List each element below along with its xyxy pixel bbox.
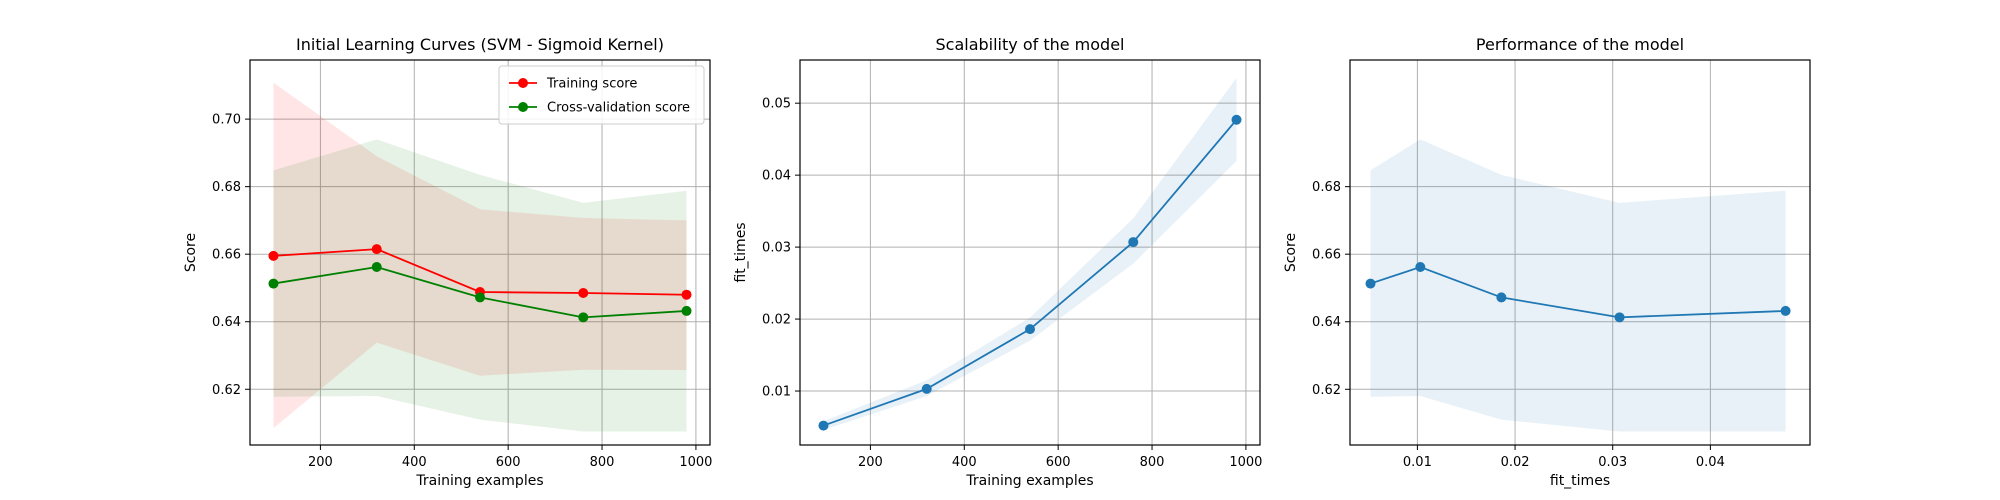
- y-tick-label: 0.64: [212, 315, 241, 330]
- legend-swatch-marker: [518, 102, 528, 112]
- data-point: [1496, 292, 1507, 303]
- confidence-band-2: [273, 139, 687, 432]
- confidence-band-1: [273, 82, 687, 429]
- y-tick-label: 0.66: [1312, 248, 1341, 263]
- legend-box: [498, 65, 705, 125]
- y-tick-label: 0.04: [762, 169, 791, 184]
- data-point: [1025, 324, 1035, 335]
- data-point: [921, 383, 932, 394]
- chart-title: Initial Learning Curves (SVM - Sigmoid K…: [296, 35, 664, 54]
- y-tick-label: 0.68: [1312, 180, 1341, 195]
- data-point: [818, 420, 829, 431]
- data-point: [578, 312, 589, 323]
- x-tick-label: 0.03: [1598, 455, 1627, 470]
- x-tick-label: 800: [590, 455, 615, 470]
- plot-area: [268, 82, 692, 432]
- y-axis-label: Score: [1283, 233, 1299, 272]
- y-tick-label: 0.03: [762, 241, 791, 256]
- data-point: [1231, 114, 1242, 125]
- data-point: [1128, 237, 1139, 248]
- data-point: [475, 292, 485, 303]
- y-tick-label: 0.68: [212, 180, 241, 195]
- x-tick-label: 0.02: [1501, 455, 1530, 470]
- x-tick-label: 200: [858, 455, 883, 470]
- data-point: [681, 305, 692, 316]
- data-point: [268, 278, 279, 289]
- x-tick-label: 1000: [1229, 455, 1262, 470]
- y-axis-label: Score: [183, 233, 199, 272]
- legend: Training score Cross-validation score: [498, 65, 705, 125]
- data-point: [268, 250, 279, 261]
- legend-label: Cross-validation score: [547, 101, 690, 116]
- y-tick-label: 0.64: [1312, 315, 1341, 330]
- x-tick-label: 0.04: [1696, 455, 1725, 470]
- data-point: [371, 262, 382, 273]
- data-point: [371, 244, 382, 255]
- plot-area: [818, 77, 1242, 431]
- chart-panel-1: 200 400 600 800 1000 0.62 0.64 0.66 0.68 0.70 Init…: [183, 35, 712, 489]
- y-tick-label: 0.62: [212, 383, 241, 398]
- x-tick-label: 0.01: [1403, 455, 1432, 470]
- y-tick-label: 0.02: [762, 313, 791, 328]
- data-point: [578, 288, 589, 299]
- x-tick-label: 1000: [679, 455, 712, 470]
- chart-title: Performance of the model: [1476, 35, 1684, 54]
- data-point: [681, 289, 692, 300]
- x-tick-label: 200: [308, 455, 333, 470]
- y-tick-label: 0.70: [212, 113, 241, 128]
- x-tick-label: 400: [402, 455, 427, 470]
- confidence-band-1: [1370, 139, 1786, 432]
- x-tick-label: 600: [1046, 455, 1071, 470]
- plot-area: [1365, 139, 1791, 432]
- x-axis-label: Training examples: [965, 473, 1093, 489]
- y-tick-label: 0.66: [212, 248, 241, 263]
- axes-frame: [249, 59, 711, 446]
- x-tick-label: 600: [496, 455, 521, 470]
- data-point: [1614, 312, 1625, 323]
- chart-title: Scalability of the model: [936, 35, 1125, 54]
- x-axis-label: fit_times: [1550, 473, 1610, 489]
- data-point: [1780, 305, 1791, 316]
- chart-panel-3: 0.01 0.02 0.03 0.04 0.62 0.64 0.66 0.68 Performa…: [1283, 35, 1811, 489]
- x-axis-label: Training examples: [415, 473, 543, 489]
- chart-panel-2: 200 400 600 800 1000 0.01 0.02 0.03 0.04 0.05 Scal…: [733, 35, 1262, 489]
- y-tick-label: 0.62: [1312, 383, 1341, 398]
- legend-swatch-marker: [518, 78, 528, 88]
- data-point: [1365, 278, 1376, 289]
- x-tick-label: 400: [952, 455, 977, 470]
- y-tick-label: 0.05: [762, 97, 791, 112]
- y-tick-label: 0.01: [762, 385, 791, 400]
- x-tick-label: 800: [1140, 455, 1165, 470]
- axes-frame: [799, 59, 1261, 446]
- data-point: [1415, 262, 1426, 273]
- legend-label: Training score: [546, 77, 637, 92]
- axes-frame: [1349, 59, 1811, 446]
- y-axis-label: fit_times: [733, 222, 749, 282]
